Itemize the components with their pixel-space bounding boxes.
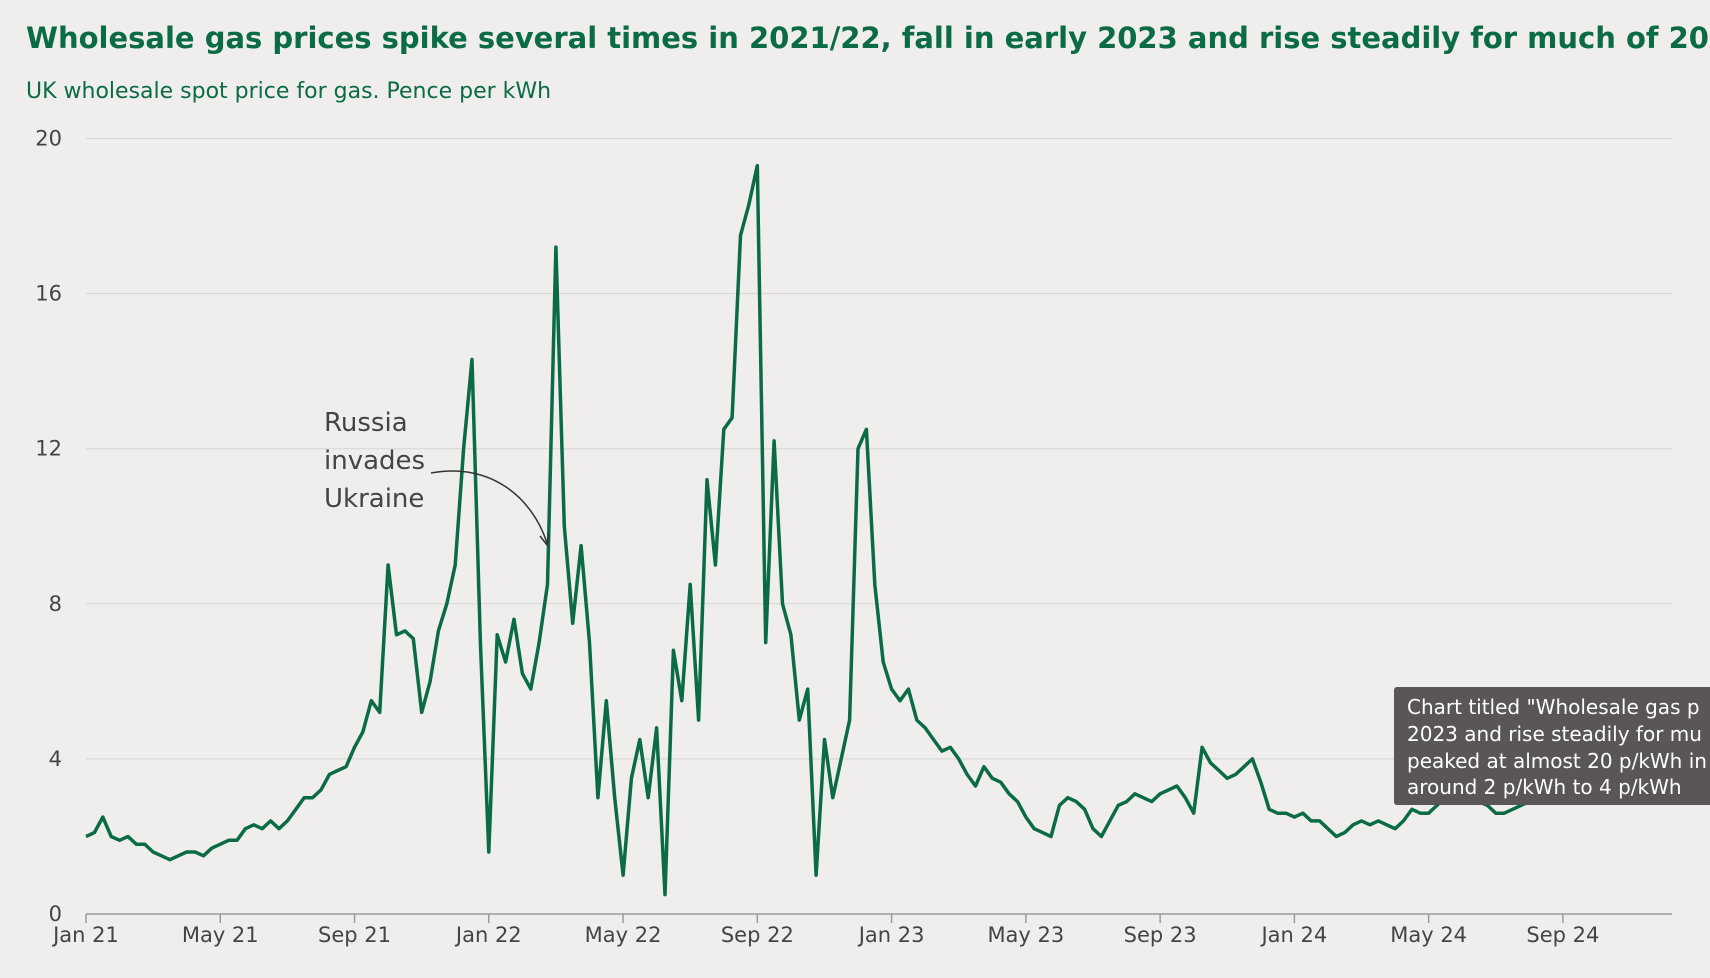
tooltip-text: 2023 and rise steadily for mu	[1407, 722, 1702, 746]
tooltip: Chart titled "Wholesale gas p 2023 and r…	[1394, 687, 1710, 805]
x-tick-label: Sep 23	[1124, 923, 1197, 947]
series-line	[85, 163, 1581, 897]
lines	[85, 163, 1581, 897]
x-tick-label: Jan 24	[1259, 923, 1327, 947]
x-tick-label: Jan 23	[857, 923, 925, 947]
y-tick-label: 0	[49, 902, 62, 926]
annotation: Ukraine	[324, 484, 424, 514]
y-tick-label: 8	[49, 592, 62, 616]
y-tick-label: 20	[35, 127, 62, 151]
arrow-head	[539, 533, 550, 547]
tooltip-text: around 2 p/kWh to 4 p/kWh	[1407, 775, 1682, 799]
x-tick-label: Jan 21	[51, 923, 119, 947]
tooltip-text: Chart titled "Wholesale gas p	[1407, 695, 1700, 719]
x-tick-label: May 23	[987, 923, 1064, 947]
y-tick-label: 16	[35, 282, 62, 306]
annotation-arrow	[430, 470, 548, 544]
annotation: invades	[324, 446, 425, 476]
x-tick-label: Jan 22	[454, 923, 522, 947]
x-tick-label: Sep 24	[1526, 923, 1599, 947]
chart-subtitle: UK wholesale spot price for gas. Pence p…	[26, 79, 551, 104]
tooltip-box	[1394, 687, 1710, 805]
y-tick-label: 12	[35, 437, 62, 461]
chart-title: Wholesale gas prices spike several times…	[26, 21, 1710, 55]
grid: 0 4 8 12 16 20 Jan 21 May 21 Sep 21 Jan 22 May 22 S…	[35, 127, 1672, 947]
y-tick-label: 4	[49, 747, 62, 771]
x-tick-label: May 24	[1390, 923, 1467, 947]
x-tick-label: May 22	[585, 923, 662, 947]
tooltip-text: peaked at almost 20 p/kWh in	[1407, 749, 1707, 773]
x-tick-label: Sep 21	[318, 923, 391, 947]
x-tick-label: May 21	[182, 923, 259, 947]
x-tick-label: Sep 22	[721, 923, 794, 947]
annotation: Russia	[324, 408, 408, 438]
